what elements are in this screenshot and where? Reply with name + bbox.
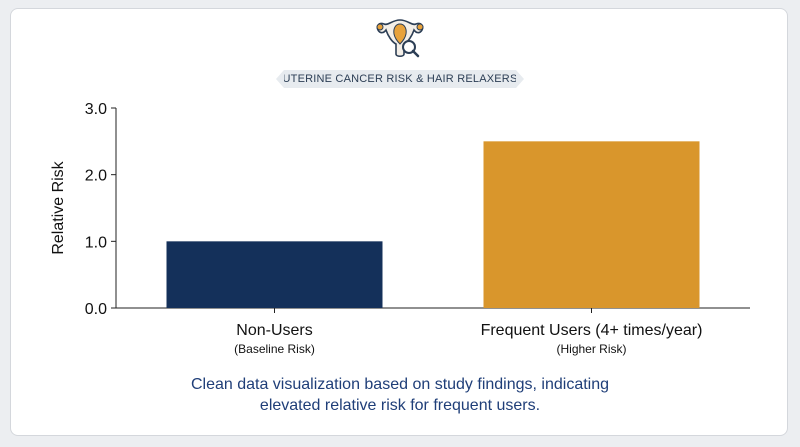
x-tick-sublabel: (Baseline Risk) (234, 342, 315, 356)
y-tick-label: 2.0 (85, 168, 107, 185)
caption-line-2: elevated relative risk for frequent user… (259, 397, 541, 414)
y-tick-label: 1.0 (85, 234, 107, 251)
y-tick-label: 3.0 (85, 101, 107, 118)
bar (483, 141, 700, 308)
y-tick-label: 0.0 (85, 301, 107, 318)
x-tick-label: Frequent Users (4+ times/year) (481, 322, 703, 339)
chart-title: UTERINE CANCER RISK & HAIR RELAXERS (276, 70, 524, 88)
caption-line-1: Clean data visualization based on study … (190, 376, 610, 393)
x-tick-sublabel: (Higher Risk) (556, 342, 626, 356)
y-axis-label: Relative Risk (50, 160, 67, 254)
bar (166, 241, 383, 308)
uterus-magnifier-icon (376, 19, 424, 58)
x-tick-label: Non-Users (236, 322, 312, 339)
chart-caption: Clean data visualization based on study … (150, 374, 650, 416)
